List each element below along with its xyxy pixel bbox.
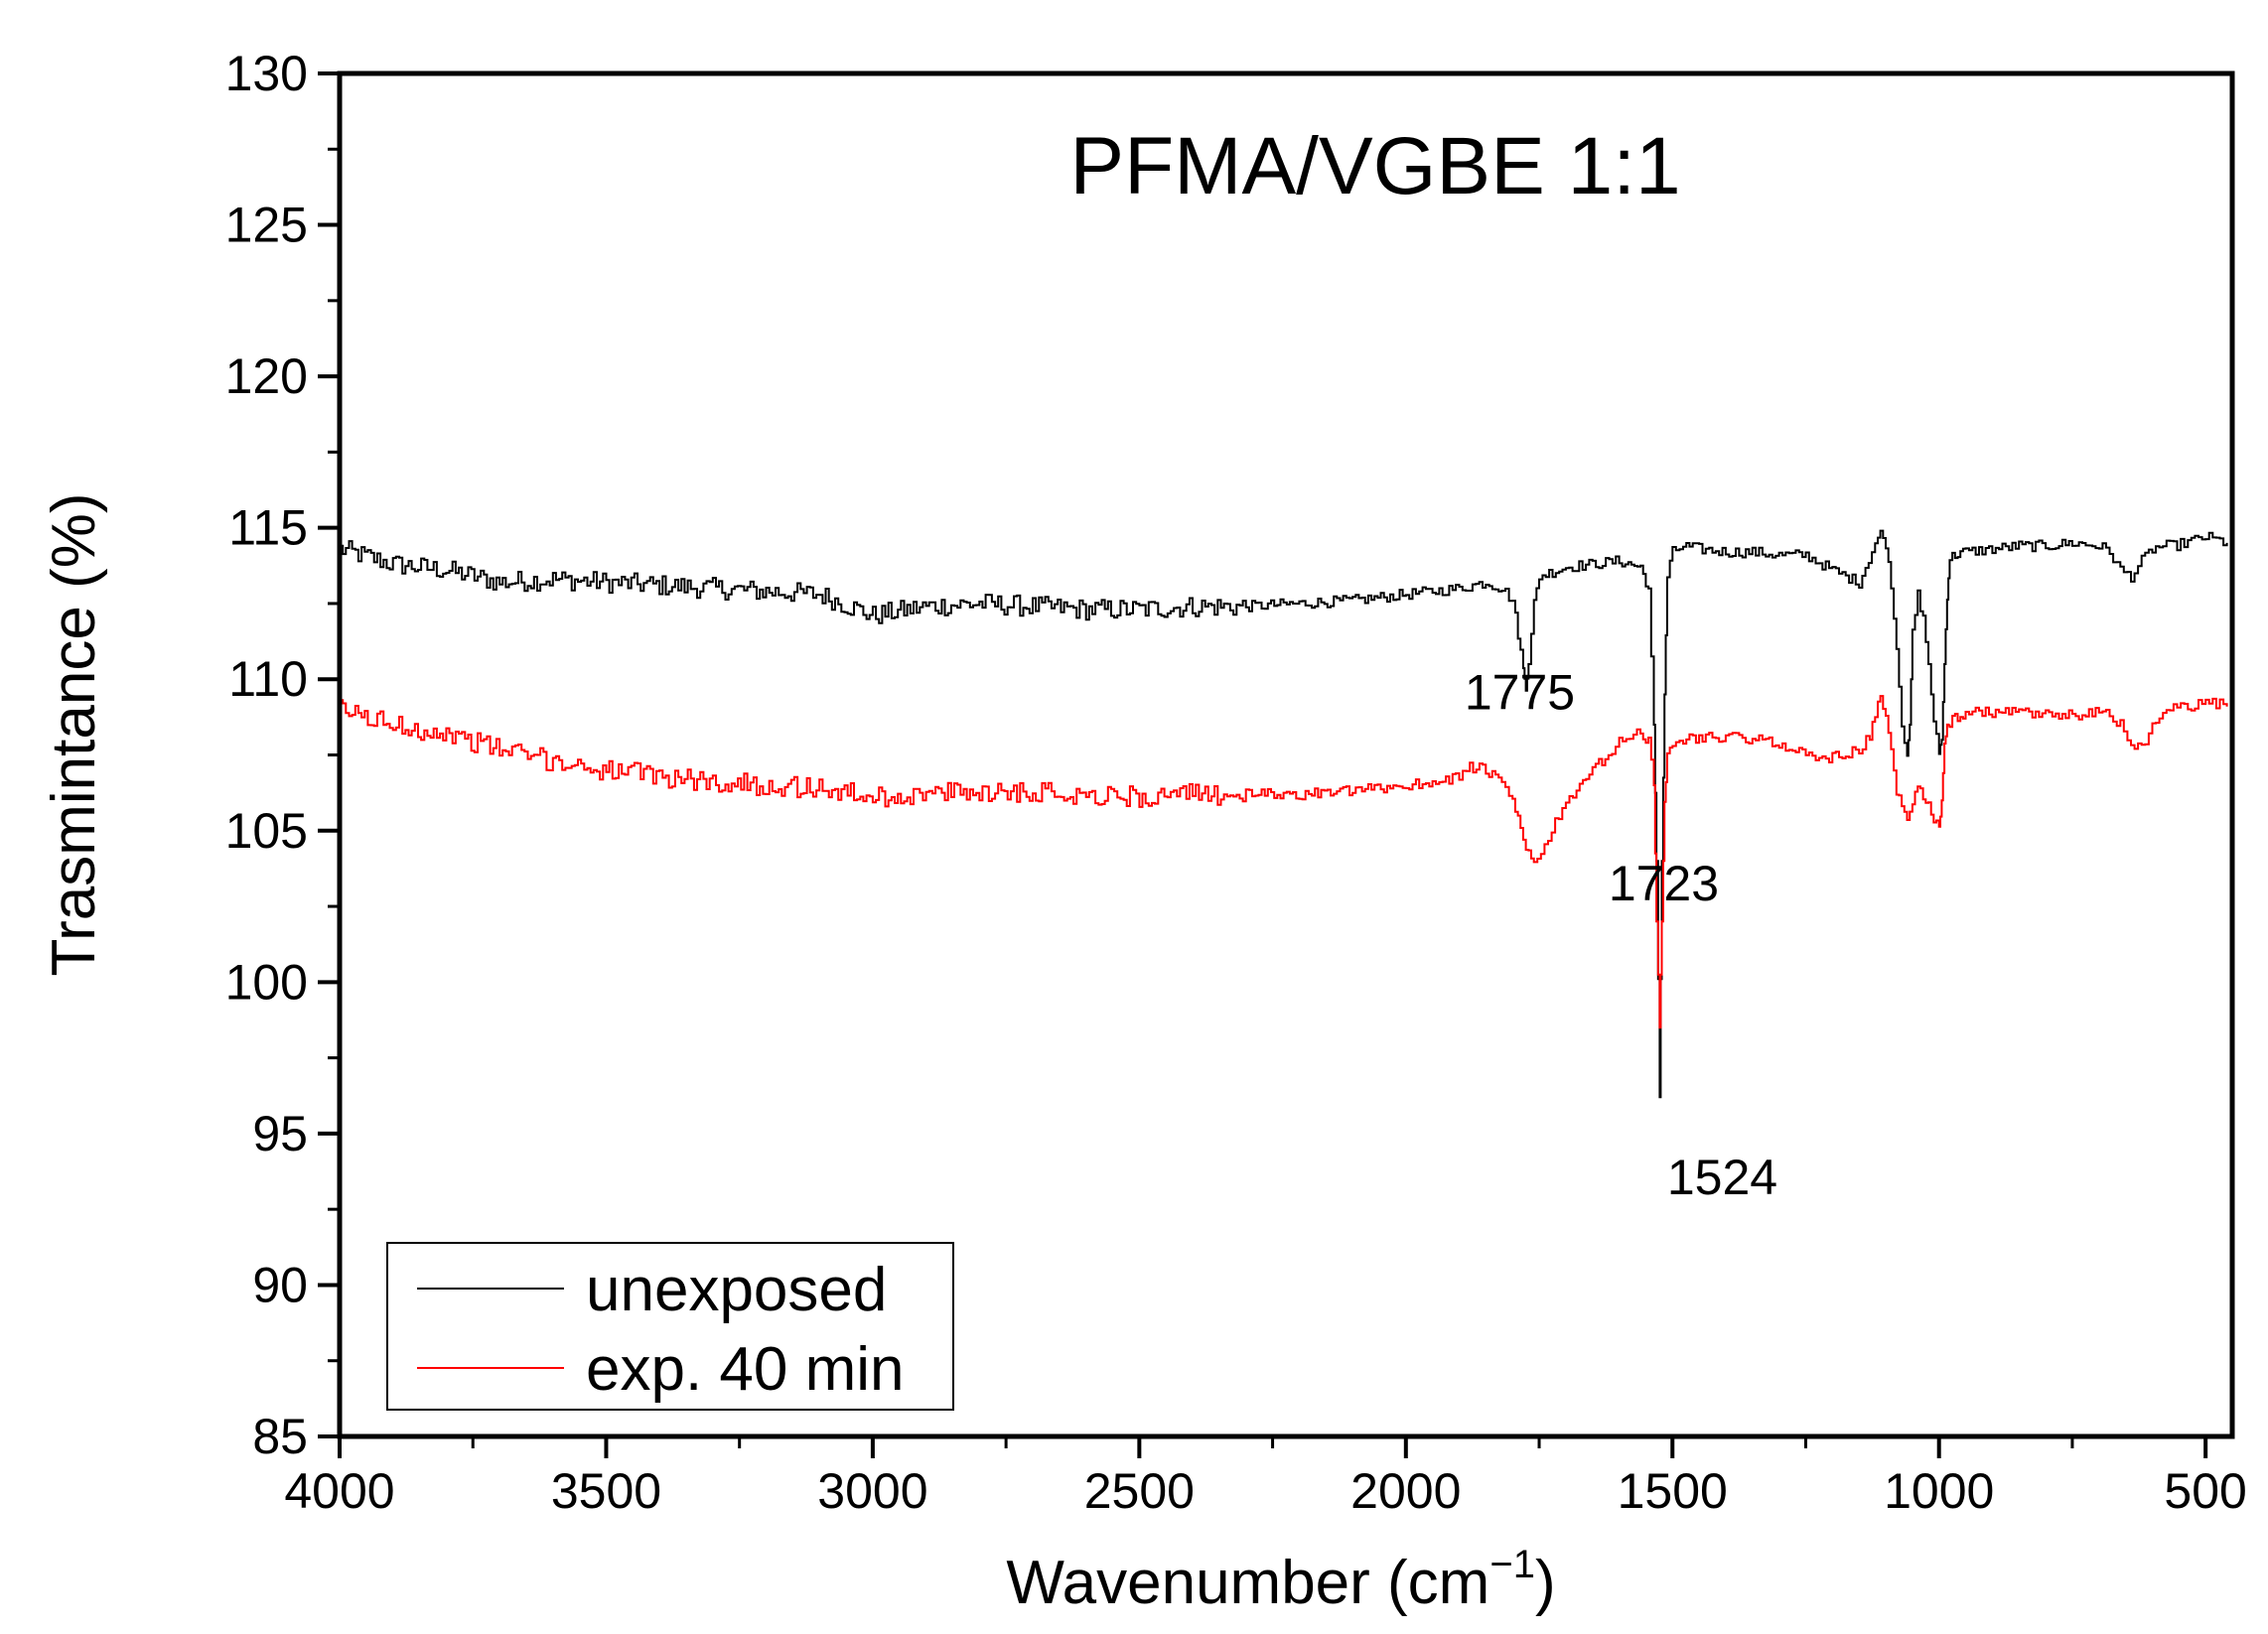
y-tick-label: 105 [225, 803, 308, 859]
x-tick-label: 4000 [284, 1463, 394, 1519]
y-tick-label: 110 [228, 651, 308, 707]
peak-annotation-1524: 1524 [1667, 1150, 1777, 1205]
y-tick-label: 85 [252, 1409, 308, 1464]
ticks-layer [318, 71, 2208, 1458]
legend-label-unexposed: unexposed [586, 1256, 887, 1324]
x-axis-title: Wavenumber (cm−1) [1006, 1543, 1555, 1617]
x-tick-label: 500 [2164, 1463, 2246, 1519]
x-tick-label: 3500 [551, 1463, 661, 1519]
x-tick-label: 1000 [1884, 1463, 1994, 1519]
x-tick-label: 2000 [1350, 1463, 1461, 1519]
x-axis-title-main: Wavenumber (cm [1006, 1549, 1489, 1617]
y-tick-label: 95 [252, 1106, 308, 1161]
x-axis-title-tail: ) [1535, 1549, 1556, 1617]
y-tick-label: 90 [252, 1257, 308, 1312]
series-line-exposed [340, 695, 2228, 1029]
x-tick-label: 2500 [1084, 1463, 1195, 1519]
peak-annotation-1775: 1775 [1465, 665, 1575, 721]
peak-annotation-1723: 1723 [1609, 856, 1719, 911]
y-tick-label: 125 [225, 198, 308, 253]
series-line-unexposed [340, 529, 2228, 1099]
y-axis-title: Trasmintance (%) [40, 493, 108, 977]
chart-title: PFMA/VGBE 1:1 [1069, 121, 1680, 211]
legend-box [386, 1242, 954, 1411]
y-tick-label: 130 [225, 46, 308, 101]
y-tick-label: 100 [225, 954, 308, 1010]
y-tick-label: 115 [228, 500, 308, 556]
y-tick-label: 120 [225, 348, 308, 404]
series-layer [340, 529, 2228, 1099]
x-axis-title-superscript: −1 [1489, 1543, 1535, 1586]
legend: unexposed exp. 40 min [386, 1242, 954, 1411]
x-tick-label: 3000 [817, 1463, 927, 1519]
x-tick-label: 1500 [1618, 1463, 1728, 1519]
labels-layer: 85 90 95 100 105 110 115 120 125 130 4000 3500 3000 2… [225, 46, 2247, 1519]
legend-label-exposed: exp. 40 min [586, 1335, 905, 1404]
